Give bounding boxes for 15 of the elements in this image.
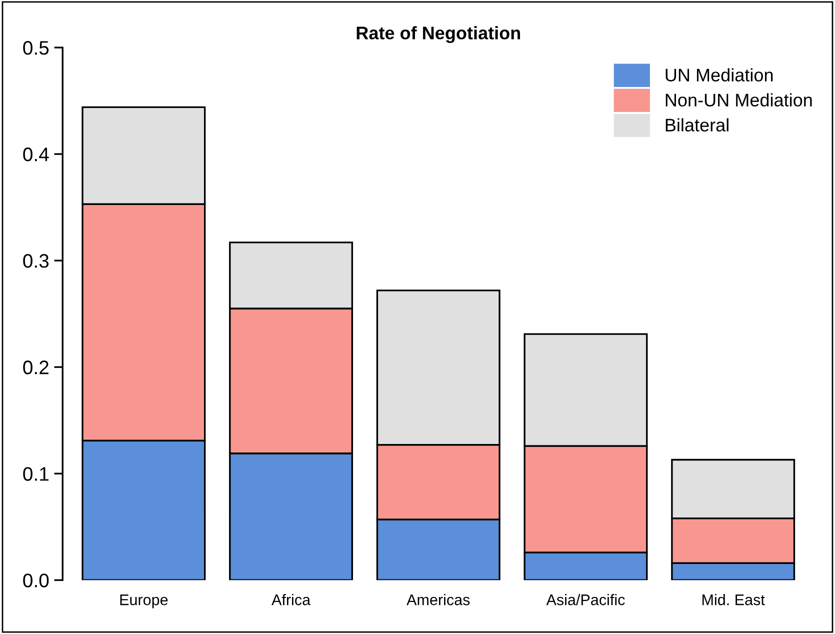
chart-title: Rate of Negotiation — [356, 26, 520, 44]
legend-label: UN Mediation — [666, 68, 773, 82]
x-tick-label: Mid. East — [702, 594, 765, 606]
y-tick-label: 0.2 — [23, 360, 48, 374]
x-tick-label: Africa — [272, 594, 311, 606]
legend-label: Bilateral — [666, 118, 728, 132]
x-tick-label: Europe — [120, 594, 168, 608]
legend-label: Non-UN Mediation — [666, 93, 812, 106]
x-tick-label: Asia/Pacific — [546, 594, 625, 606]
y-tick-label: 0.3 — [23, 254, 49, 268]
y-tick-label: 0.4 — [23, 148, 49, 162]
y-tick-label: 0.0 — [23, 574, 49, 588]
x-tick-label: Americas — [406, 594, 470, 606]
y-tick-label: 0.5 — [23, 41, 49, 55]
y-tick-label: 0.1 — [23, 467, 48, 481]
